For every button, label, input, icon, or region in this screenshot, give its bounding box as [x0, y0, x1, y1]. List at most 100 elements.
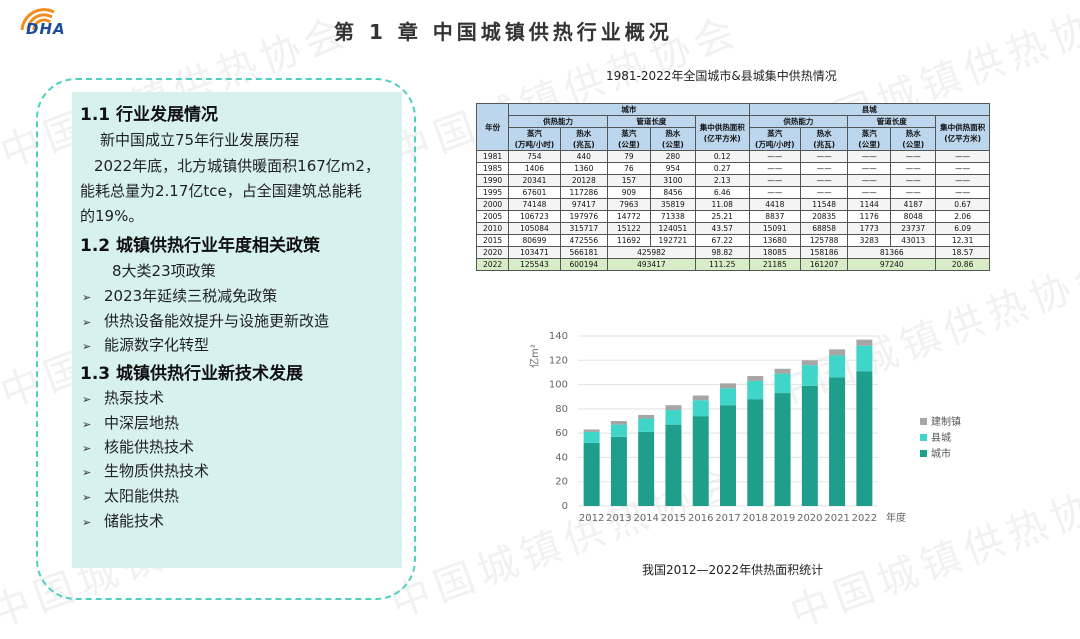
x-tick-label: 2013 [606, 513, 631, 524]
left-panel-frame [36, 78, 416, 600]
table-cell: 125788 [800, 234, 849, 247]
y-tick-label: 80 [555, 404, 568, 415]
col-year-header: 年份 [475, 103, 510, 151]
table-cell: 20128 [559, 174, 608, 187]
col-steam-header: 蒸汽 (万吨/小时) [508, 127, 561, 151]
table-cell: 23737 [890, 222, 937, 235]
bar-town [801, 360, 818, 366]
bullet-item: ➢ 核能供热技术 [82, 438, 195, 456]
col-pipe-steam-header: 蒸汽 (公里) [606, 127, 651, 151]
table-row: 1985 1406 1360 76 954 0.27 —— —— —— —— —— [475, 162, 990, 175]
bar-town [774, 368, 791, 374]
col-pipe-steam-header: 蒸汽 (公里) [847, 127, 892, 151]
x-tick-label: 2016 [688, 513, 713, 524]
table-cell: 1985 [475, 162, 510, 175]
col-area-header: 集中供热面积 (亿平方米) [694, 115, 750, 151]
table-cell: 25.21 [694, 210, 750, 223]
x-tick-label: 2019 [770, 513, 795, 524]
table-cell: 97240 [847, 258, 937, 271]
bar-town [583, 429, 600, 432]
table-cell: 79 [606, 150, 651, 163]
bar-county [583, 431, 600, 443]
bar-town [610, 421, 627, 425]
col-pipe-header: 管道长度 [606, 115, 696, 128]
table-row: 2020 103471 566181 425982 98.82 18085 158186 81… [475, 246, 990, 259]
bar-city [583, 442, 600, 506]
bar-town [692, 395, 709, 401]
group-county-header: 县城 [748, 103, 991, 116]
y-axis-label: 亿m² [528, 344, 541, 368]
table-cell: 0.12 [694, 150, 750, 163]
bar-city [856, 371, 873, 506]
bar-city [747, 399, 764, 506]
x-tick-label: 2017 [715, 513, 740, 524]
table-cell: 566181 [559, 246, 608, 259]
section-2-title: 1.2 城镇供热行业年度相关政策 [80, 236, 321, 256]
bar-town [720, 383, 736, 389]
y-tick-label: 100 [549, 380, 568, 391]
bullet-item: ➢ 中深层地热 [82, 414, 180, 432]
chart-caption: 我国2012—2022年供热面积统计 [642, 563, 824, 577]
col-area-header: 集中供热面积 (亿平方米) [935, 115, 990, 151]
bar-county [774, 373, 791, 394]
table-cell: —— [748, 150, 802, 163]
col-pipe-header: 管道长度 [847, 115, 937, 128]
arrow-bullet-icon: ➢ [82, 393, 92, 406]
legend-label: 城市 [931, 447, 951, 460]
bullet-item: ➢ 生物质供热技术 [82, 462, 210, 480]
table-cell: 14772 [606, 210, 651, 223]
logo-icon [20, 8, 55, 31]
table-row: 1995 67601 117286 909 8456 6.46 —— —— —— —— —— [475, 186, 990, 199]
arrow-bullet-icon: ➢ [82, 340, 92, 353]
table-cell: 1773 [847, 222, 892, 235]
table-row: 2015 80699 472556 11692 192721 67.22 13680 1257… [475, 234, 990, 247]
bar-town [856, 339, 873, 346]
table-cell: 909 [606, 186, 651, 199]
table-cell: —— [935, 162, 990, 175]
table-cell: 2020 [475, 246, 510, 259]
table-cell: 3283 [847, 234, 892, 247]
bar-county [747, 380, 764, 400]
col-hotwater-header: 热水 (兆瓦) [559, 127, 608, 151]
table-cell: —— [847, 186, 892, 199]
arrow-bullet-icon: ➢ [82, 291, 92, 304]
legend-swatch [920, 434, 927, 441]
table-cell: —— [800, 150, 849, 163]
table-cell: 103471 [508, 246, 561, 259]
table-cell: 2000 [475, 198, 510, 211]
table-cell: 1990 [475, 174, 510, 187]
table-cell: —— [890, 150, 937, 163]
table-title: 1981-2022年全国城市&县城集中供热情况 [606, 69, 837, 83]
table-cell: —— [935, 150, 990, 163]
table-cell: 124051 [649, 222, 696, 235]
table-cell: —— [890, 186, 937, 199]
table-cell: 4418 [748, 198, 802, 211]
table-cell: 98.82 [694, 246, 750, 259]
bar-county [801, 365, 818, 386]
bar-city [665, 424, 682, 506]
heating-table: 年份 城市 县城 供热能力 管道长度 集中供热面积 (亿平方米) 供热能力 管道… [475, 103, 991, 271]
bar-city [692, 416, 709, 506]
logo-text: DHA [26, 20, 66, 38]
page-title: 第 1 章 中国城镇供热行业概况 [334, 20, 673, 44]
table-cell: 1406 [508, 162, 561, 175]
table-cell: 3100 [649, 174, 696, 187]
table-cell: 2.13 [694, 174, 750, 187]
table-cell: 1176 [847, 210, 892, 223]
arrow-bullet-icon: ➢ [82, 442, 92, 455]
y-tick-label: 120 [549, 355, 568, 366]
table-cell: 157 [606, 174, 651, 187]
table-cell: 43.57 [694, 222, 750, 235]
table-row: 2000 74148 97417 7963 35819 11.08 4418 11548 114… [475, 198, 990, 211]
col-capacity-header: 供热能力 [508, 115, 608, 128]
arrow-bullet-icon: ➢ [82, 316, 92, 329]
table-cell: 11548 [800, 198, 849, 211]
table-cell: 106723 [508, 210, 561, 223]
table-cell: —— [847, 174, 892, 187]
col-hotwater-header: 热水 (兆瓦) [800, 127, 849, 151]
bar-county [829, 355, 846, 378]
table-cell: 6.46 [694, 186, 750, 199]
col-capacity-header: 供热能力 [748, 115, 849, 128]
bar-county [692, 400, 709, 417]
y-tick-label: 40 [555, 452, 568, 463]
